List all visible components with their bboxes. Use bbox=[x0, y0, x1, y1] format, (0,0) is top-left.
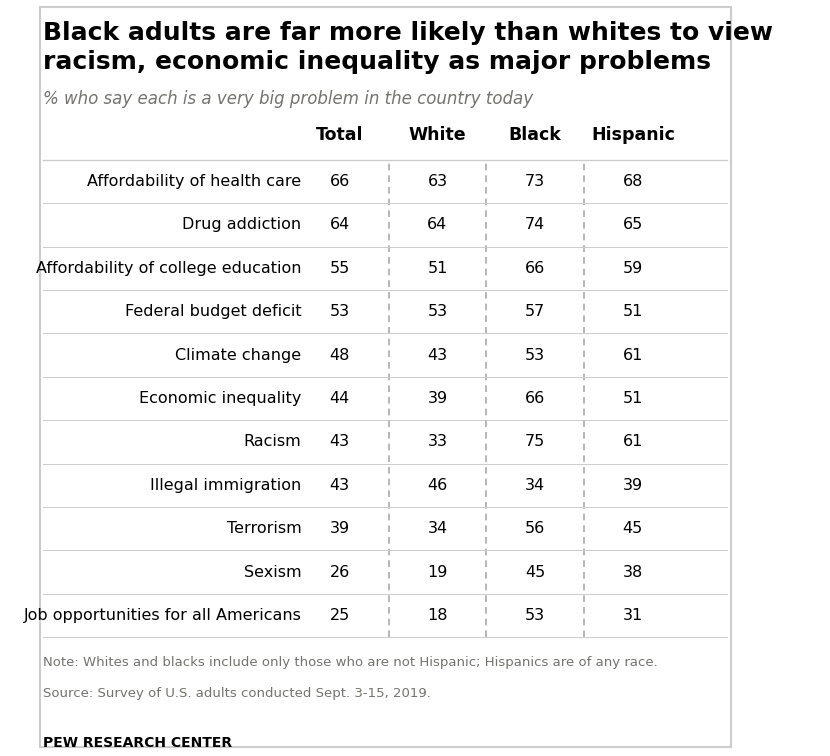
Text: 33: 33 bbox=[427, 435, 447, 449]
Text: 39: 39 bbox=[330, 521, 349, 536]
Text: 66: 66 bbox=[330, 174, 350, 189]
Text: 43: 43 bbox=[330, 435, 349, 449]
Text: 66: 66 bbox=[525, 261, 545, 276]
Text: 64: 64 bbox=[427, 218, 447, 232]
Text: 46: 46 bbox=[427, 478, 447, 493]
Text: 73: 73 bbox=[525, 174, 545, 189]
Text: Black adults are far more likely than whites to view
racism, economic inequality: Black adults are far more likely than wh… bbox=[43, 21, 774, 74]
Text: Economic inequality: Economic inequality bbox=[139, 391, 301, 406]
Text: 55: 55 bbox=[330, 261, 350, 276]
Text: Source: Survey of U.S. adults conducted Sept. 3-15, 2019.: Source: Survey of U.S. adults conducted … bbox=[43, 687, 431, 700]
Text: 61: 61 bbox=[622, 348, 643, 363]
Text: 65: 65 bbox=[622, 218, 643, 232]
Text: 39: 39 bbox=[427, 391, 447, 406]
Text: 68: 68 bbox=[622, 174, 643, 189]
Text: Total: Total bbox=[316, 126, 364, 144]
Text: 48: 48 bbox=[330, 348, 350, 363]
Text: White: White bbox=[408, 126, 466, 144]
Text: 38: 38 bbox=[622, 565, 643, 580]
Text: 31: 31 bbox=[622, 608, 643, 623]
Text: Hispanic: Hispanic bbox=[591, 126, 675, 144]
Text: 18: 18 bbox=[427, 608, 447, 623]
Text: 53: 53 bbox=[525, 608, 545, 623]
Text: 43: 43 bbox=[427, 348, 447, 363]
Text: PEW RESEARCH CENTER: PEW RESEARCH CENTER bbox=[43, 736, 232, 750]
Text: 44: 44 bbox=[330, 391, 350, 406]
Text: 34: 34 bbox=[525, 478, 545, 493]
Text: 61: 61 bbox=[622, 435, 643, 449]
Text: Affordability of college education: Affordability of college education bbox=[36, 261, 301, 276]
Text: 66: 66 bbox=[525, 391, 545, 406]
Text: Illegal immigration: Illegal immigration bbox=[150, 478, 301, 493]
Text: 26: 26 bbox=[330, 565, 350, 580]
Text: 51: 51 bbox=[427, 261, 447, 276]
Text: % who say each is a very big problem in the country today: % who say each is a very big problem in … bbox=[43, 90, 534, 108]
Text: 51: 51 bbox=[622, 304, 643, 319]
Text: Note: Whites and blacks include only those who are not Hispanic; Hispanics are o: Note: Whites and blacks include only tho… bbox=[43, 656, 658, 669]
Text: 53: 53 bbox=[330, 304, 349, 319]
Text: Sexism: Sexism bbox=[244, 565, 301, 580]
Text: Job opportunities for all Americans: Job opportunities for all Americans bbox=[23, 608, 301, 623]
Text: 34: 34 bbox=[427, 521, 447, 536]
Text: 43: 43 bbox=[330, 478, 349, 493]
Text: 74: 74 bbox=[525, 218, 545, 232]
Text: 63: 63 bbox=[427, 174, 447, 189]
Text: Black: Black bbox=[509, 126, 562, 144]
Text: Drug addiction: Drug addiction bbox=[183, 218, 301, 232]
Text: Federal budget deficit: Federal budget deficit bbox=[124, 304, 301, 319]
Text: 53: 53 bbox=[525, 348, 545, 363]
Text: 75: 75 bbox=[525, 435, 545, 449]
Text: 25: 25 bbox=[330, 608, 350, 623]
Text: 59: 59 bbox=[622, 261, 643, 276]
Text: Climate change: Climate change bbox=[175, 348, 301, 363]
Text: 53: 53 bbox=[427, 304, 447, 319]
Text: 45: 45 bbox=[525, 565, 545, 580]
Text: 64: 64 bbox=[330, 218, 350, 232]
Text: Racism: Racism bbox=[244, 435, 301, 449]
Text: 56: 56 bbox=[525, 521, 545, 536]
Text: 39: 39 bbox=[622, 478, 643, 493]
Text: 45: 45 bbox=[622, 521, 643, 536]
Text: Terrorism: Terrorism bbox=[227, 521, 301, 536]
Text: 19: 19 bbox=[427, 565, 447, 580]
Text: Affordability of health care: Affordability of health care bbox=[87, 174, 301, 189]
Text: 57: 57 bbox=[525, 304, 545, 319]
Text: 51: 51 bbox=[622, 391, 643, 406]
